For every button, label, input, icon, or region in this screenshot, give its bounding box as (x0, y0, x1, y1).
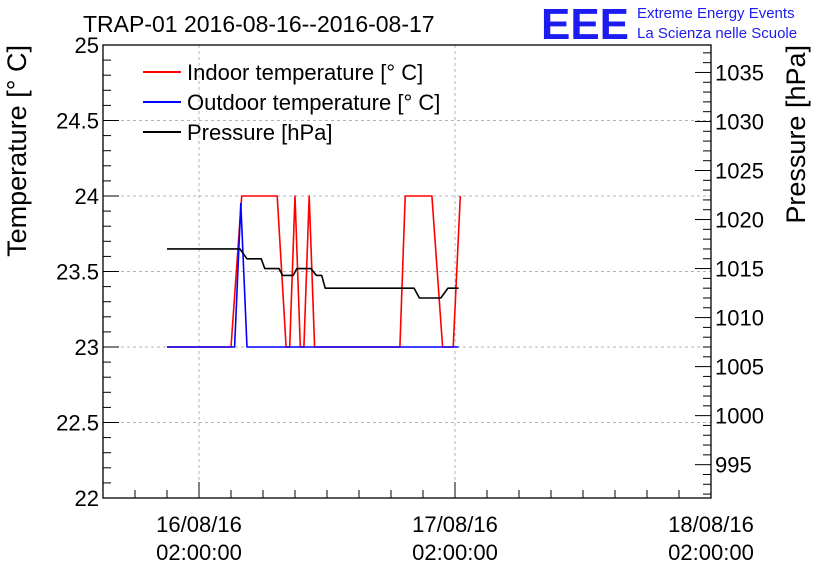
y-tick-label: 24 (75, 184, 99, 209)
series-pressure (167, 248, 459, 299)
x-tick-label-time: 02:00:00 (412, 540, 498, 565)
y2-axis-title: Pressure [hPa] (781, 45, 811, 224)
y-tick-label: 23 (75, 335, 99, 360)
logo-line-1: Extreme Energy Events (637, 5, 795, 22)
ticks (102, 44, 712, 499)
logo-mark: EEE (541, 0, 629, 49)
y2-tick-label: 1035 (715, 60, 764, 85)
y2-tick-label: 995 (715, 453, 752, 478)
chart-title: TRAP-01 2016-08-16--2016-08-17 (83, 11, 435, 37)
y2-tick-label: 1000 (715, 404, 764, 429)
legend-label-pressure: Pressure [hPa] (187, 120, 333, 145)
y-tick-label: 25 (75, 33, 99, 58)
y2-tick-label: 1020 (715, 208, 764, 233)
y-tick-label: 22 (75, 486, 99, 511)
y-axis-title: Temperature [° C] (2, 45, 32, 257)
x-tick-label-date: 16/08/16 (156, 512, 242, 537)
legend-label-outdoor: Outdoor temperature [° C] (187, 90, 440, 115)
x-tick-label-time: 02:00:00 (668, 540, 754, 565)
x-tick-label-date: 18/08/16 (668, 512, 754, 537)
legend-label-indoor: Indoor temperature [° C] (187, 60, 423, 85)
y2-tick-label: 1030 (715, 109, 764, 134)
series-layer (167, 195, 462, 348)
legend: Indoor temperature [° C] Outdoor tempera… (143, 60, 440, 145)
grid (103, 45, 712, 498)
y2-tick-label: 1010 (715, 306, 764, 331)
x-tick-label-time: 02:00:00 (156, 540, 242, 565)
eee-logo: EEE Extreme Energy Events La Scienza nel… (541, 0, 797, 49)
y2-tick-label: 1015 (715, 257, 764, 282)
tick-labels: 22 22.5 23 23.5 24 24.5 25 995 1000 1005 1010 1015 1… (56, 33, 764, 565)
y2-tick-label: 1025 (715, 159, 764, 184)
y-tick-label: 24.5 (56, 109, 99, 134)
y2-tick-label: 1005 (715, 355, 764, 380)
series-outdoor-temperature (167, 202, 459, 348)
y-tick-label: 23.5 (56, 260, 99, 285)
logo-line-2: La Scienza nelle Scuole (637, 25, 797, 42)
x-tick-label-date: 17/08/16 (412, 512, 498, 537)
y-tick-label: 22.5 (56, 411, 99, 436)
